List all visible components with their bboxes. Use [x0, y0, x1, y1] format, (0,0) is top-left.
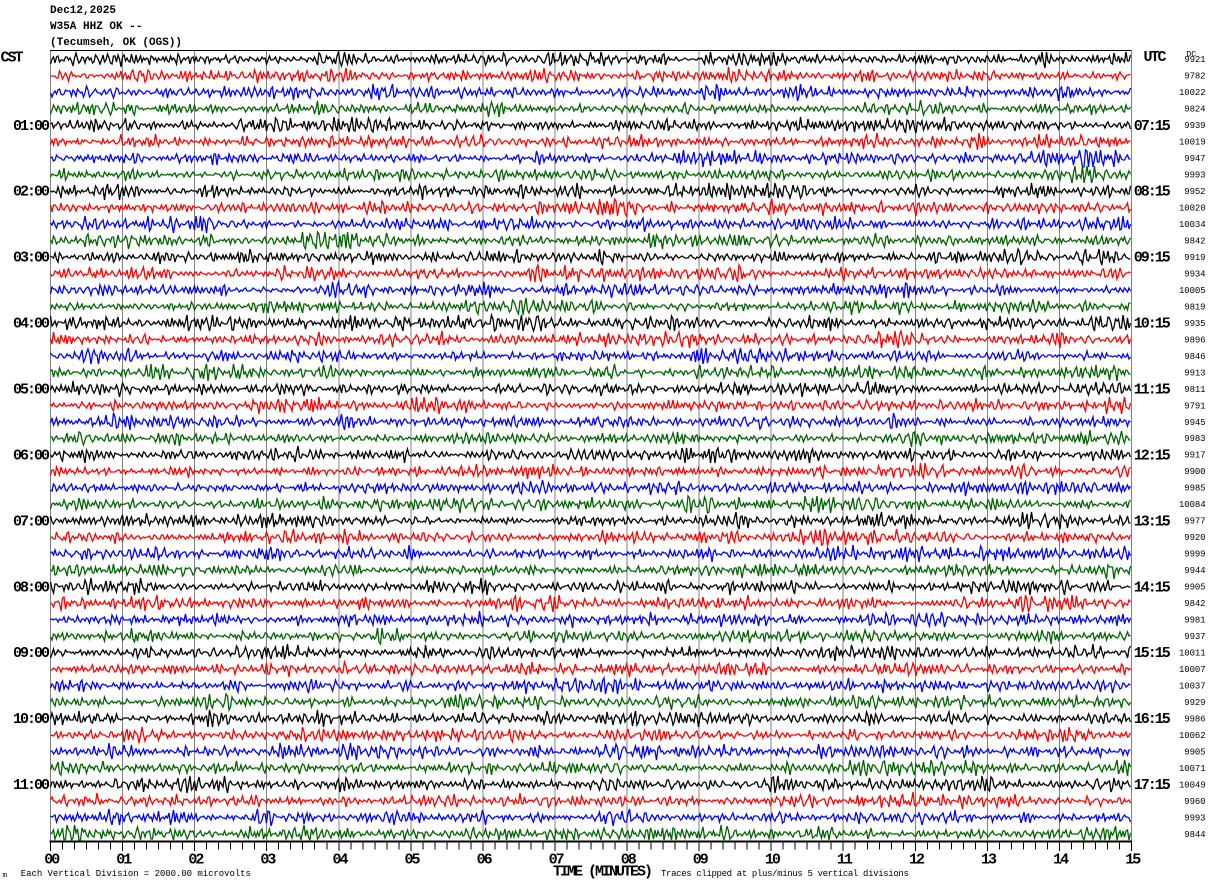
svg-text:9947: 9947: [1184, 154, 1205, 164]
svg-text:08:00: 08:00: [13, 579, 50, 596]
svg-text:Traces clipped at plus/minus 5: Traces clipped at plus/minus 5 vertical …: [661, 869, 909, 879]
svg-text:9905: 9905: [1184, 747, 1205, 757]
svg-text:10020: 10020: [1179, 204, 1206, 214]
svg-text:9919: 9919: [1184, 253, 1205, 263]
svg-text:10:00: 10:00: [13, 711, 50, 728]
svg-text:07:15: 07:15: [1134, 118, 1171, 135]
svg-text:10005: 10005: [1179, 286, 1206, 296]
svg-text:9939: 9939: [1184, 121, 1205, 131]
svg-text:10062: 10062: [1179, 731, 1206, 741]
svg-text:(Tecumseh, OK (OGS)): (Tecumseh, OK (OGS)): [50, 37, 182, 49]
svg-text:09:15: 09:15: [1134, 250, 1171, 267]
svg-text:9921: 9921: [1184, 55, 1205, 65]
svg-text:17:15: 17:15: [1134, 777, 1171, 794]
svg-text:9937: 9937: [1184, 632, 1205, 642]
svg-text:10049: 10049: [1179, 780, 1206, 790]
svg-text:CST: CST: [1, 50, 24, 67]
svg-text:12:15: 12:15: [1134, 447, 1171, 464]
svg-text:m: m: [3, 872, 8, 880]
svg-text:9846: 9846: [1184, 352, 1205, 362]
svg-text:9985: 9985: [1184, 484, 1205, 494]
svg-text:9896: 9896: [1184, 335, 1205, 345]
svg-text:01: 01: [116, 852, 132, 869]
svg-text:11:15: 11:15: [1134, 382, 1171, 399]
svg-text:06:00: 06:00: [13, 447, 50, 464]
svg-text:13:15: 13:15: [1134, 513, 1171, 530]
svg-text:11:00: 11:00: [13, 777, 50, 794]
svg-text:13: 13: [981, 852, 997, 869]
svg-text:9917: 9917: [1184, 451, 1205, 461]
svg-text:W35A HHZ OK --: W35A HHZ OK --: [50, 21, 142, 33]
svg-text:02: 02: [188, 852, 204, 869]
svg-text:10037: 10037: [1179, 681, 1206, 691]
svg-text:9842: 9842: [1184, 599, 1205, 609]
svg-text:04: 04: [332, 852, 348, 869]
svg-text:9981: 9981: [1184, 616, 1205, 626]
svg-text:01:00: 01:00: [13, 118, 50, 135]
svg-text:9920: 9920: [1184, 533, 1205, 543]
svg-text:10:15: 10:15: [1134, 316, 1171, 333]
svg-text:05:00: 05:00: [13, 382, 50, 399]
svg-text:9842: 9842: [1184, 236, 1205, 246]
svg-text:08: 08: [621, 852, 637, 869]
svg-text:9993: 9993: [1184, 813, 1205, 823]
svg-text:12: 12: [909, 852, 925, 869]
svg-text:02:00: 02:00: [13, 184, 50, 201]
svg-text:10: 10: [765, 852, 781, 869]
svg-text:10084: 10084: [1179, 500, 1206, 510]
svg-text:10019: 10019: [1179, 138, 1206, 148]
svg-text:9945: 9945: [1184, 418, 1205, 428]
svg-text:9824: 9824: [1184, 105, 1205, 115]
svg-text:9782: 9782: [1184, 72, 1205, 82]
svg-text:05: 05: [405, 852, 421, 869]
svg-text:14: 14: [1053, 852, 1069, 869]
svg-text:Dec12,2025: Dec12,2025: [50, 5, 116, 17]
svg-text:03: 03: [260, 852, 276, 869]
svg-text:9791: 9791: [1184, 401, 1205, 411]
svg-text:00: 00: [44, 852, 60, 869]
svg-text:09:00: 09:00: [13, 645, 50, 662]
svg-text:9986: 9986: [1184, 714, 1205, 724]
svg-text:9935: 9935: [1184, 319, 1205, 329]
svg-text:9844: 9844: [1184, 830, 1205, 840]
svg-text:DC: DC: [1186, 50, 1196, 60]
svg-text:16:15: 16:15: [1134, 711, 1171, 728]
svg-text:07: 07: [549, 852, 564, 869]
svg-text:10034: 10034: [1179, 220, 1206, 230]
svg-text:10071: 10071: [1179, 764, 1206, 774]
svg-text:11: 11: [837, 852, 853, 869]
svg-text:9905: 9905: [1184, 583, 1205, 593]
svg-text:06: 06: [477, 852, 493, 869]
svg-text:9960: 9960: [1184, 797, 1205, 807]
svg-text:04:00: 04:00: [13, 316, 50, 333]
svg-text:9811: 9811: [1184, 385, 1205, 395]
svg-text:9952: 9952: [1184, 187, 1205, 197]
svg-text:9977: 9977: [1184, 517, 1205, 527]
svg-text:9934: 9934: [1184, 269, 1205, 279]
svg-text:10022: 10022: [1179, 88, 1206, 98]
svg-text:9993: 9993: [1184, 171, 1205, 181]
svg-text:9819: 9819: [1184, 302, 1205, 312]
svg-text:10007: 10007: [1179, 665, 1206, 675]
svg-text:UTC: UTC: [1144, 49, 1167, 66]
svg-text:09: 09: [693, 852, 709, 869]
svg-text:15: 15: [1125, 852, 1141, 869]
svg-text:15:15: 15:15: [1134, 645, 1171, 662]
svg-text:9944: 9944: [1184, 566, 1205, 576]
svg-text:9999: 9999: [1184, 550, 1205, 560]
svg-text:9929: 9929: [1184, 698, 1205, 708]
svg-text:08:15: 08:15: [1134, 184, 1171, 201]
svg-text:9913: 9913: [1184, 368, 1205, 378]
svg-text:TIME (MINUTES): TIME (MINUTES): [553, 864, 651, 881]
svg-text:10011: 10011: [1179, 648, 1206, 658]
svg-text:14:15: 14:15: [1134, 579, 1171, 596]
svg-text:Each Vertical Division = 2000.: Each Vertical Division = 2000.00 microvo…: [21, 869, 251, 879]
svg-text:9983: 9983: [1184, 434, 1205, 444]
svg-text:07:00: 07:00: [13, 513, 50, 530]
svg-text:9900: 9900: [1184, 467, 1205, 477]
svg-text:03:00: 03:00: [13, 250, 50, 267]
